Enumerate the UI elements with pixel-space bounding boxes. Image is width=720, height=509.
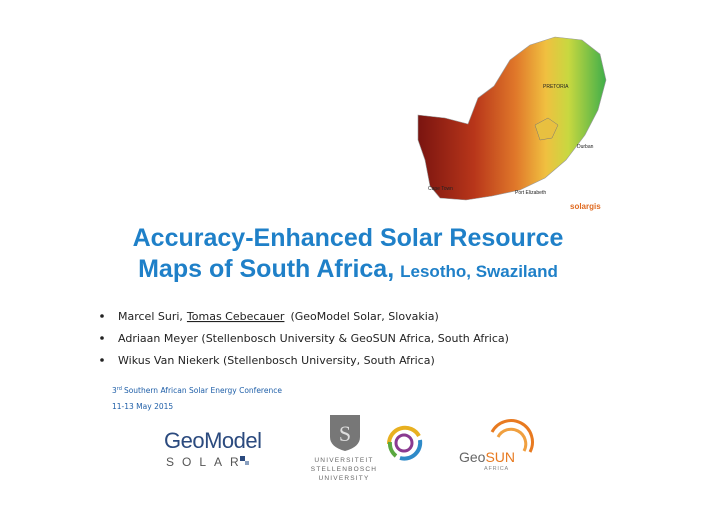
logo-text-sun: SUN [485,449,515,465]
author: Adriaan Meyer (Stellenbosch University &… [118,332,509,345]
author-affiliation: (GeoModel Solar, Slovakia) [290,310,438,323]
author: Wikus Van Niekerk (Stellenbosch Universi… [118,354,435,367]
title-main: Maps of South Africa, [138,255,394,283]
logo-icon [245,461,249,465]
map-label: Port Elizabeth [515,190,546,196]
logo-subtext: AFRICA [484,466,509,472]
logo-shield-letter: S [339,421,351,446]
map-label: Cape Town [428,186,453,192]
logo-subtext: SOLAR [166,455,247,469]
bullet [100,336,104,340]
geomodel-logo: GeoModel SOLAR [164,428,262,469]
author-name: Marcel Suri, [118,310,183,323]
title-line-2: Maps of South Africa, Lesotho, Swaziland [138,255,558,283]
ring-logo [386,425,423,461]
title-line-1: Accuracy-Enhanced Solar Resource [133,224,564,252]
bullet [100,358,104,362]
logo-arc [387,441,398,458]
logo-arc [496,427,528,452]
logo-arc [399,439,423,461]
title-sub: Lesotho, Swaziland [400,262,558,281]
logo-arc [394,433,414,453]
logo-text: UNIVERSITEIT [314,457,373,464]
conference-title: Southern African Solar Energy Conference [124,386,282,395]
map-label: PRETORIA [543,84,569,90]
solar-map: PRETORIA Durban Cape Town Port Elizabeth… [417,36,607,211]
author-list: Marcel Suri, Tomas Cebecauer (GeoModel Sol… [100,310,509,367]
presenter-name: Tomas Cebecauer [186,310,285,323]
map-country [417,36,607,201]
logo-text: GeoModel [164,428,262,453]
stellenbosch-logo: S UNIVERSITEIT STELLENBOSCH UNIVERSITY [311,415,377,482]
logo-text: UNIVERSITY [318,475,369,482]
conference-dates: 11-13 May 2015 [112,402,173,411]
conference-name: 3rd Southern African Solar Energy Confere… [112,386,282,395]
logo-text: GeoSUN [459,449,515,465]
logo-text: STELLENBOSCH [311,466,377,473]
author: Marcel Suri, Tomas Cebecauer (GeoModel Sol… [118,310,439,323]
map-lesotho [534,117,559,141]
logo-shield [330,415,360,451]
map-label: Durban [577,144,594,150]
ordinal-suffix: rd [117,386,122,392]
bullet [100,314,104,318]
logo-arc [386,425,421,445]
ordinal: 3 [112,386,117,395]
map-brand: solargis [570,202,601,211]
geosun-logo: GeoSUN AFRICA [459,419,534,472]
logo-icon [240,456,245,461]
logo-text-geo: Geo [459,449,486,465]
logo-arc [490,419,534,453]
